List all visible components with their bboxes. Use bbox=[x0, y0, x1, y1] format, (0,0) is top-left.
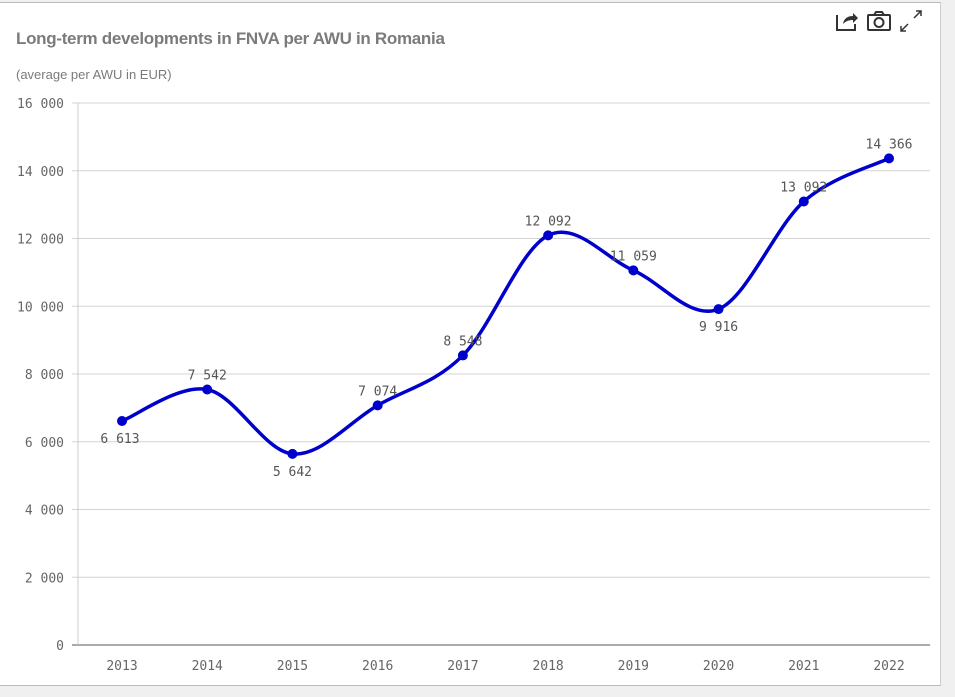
data-point bbox=[117, 415, 127, 426]
y-tick-label: 4 000 bbox=[25, 504, 64, 519]
x-tick-label: 2019 bbox=[618, 659, 649, 674]
chart-subtitle: (average per AWU in EUR) bbox=[16, 67, 172, 82]
y-tick-label: 0 bbox=[56, 639, 64, 654]
x-tick-label: 2022 bbox=[873, 659, 904, 674]
data-label: 14 366 bbox=[866, 137, 913, 152]
data-point bbox=[798, 196, 809, 207]
x-tick-label: 2021 bbox=[788, 659, 819, 674]
x-tick-label: 2017 bbox=[447, 659, 478, 674]
data-point bbox=[543, 230, 554, 241]
data-label: 12 092 bbox=[525, 214, 572, 229]
x-tick-label: 2013 bbox=[106, 659, 137, 674]
data-point bbox=[202, 384, 213, 395]
y-tick-label: 16 000 bbox=[17, 97, 64, 112]
y-tick-label: 10 000 bbox=[17, 300, 64, 315]
data-point bbox=[457, 350, 468, 361]
y-tick-label: 2 000 bbox=[25, 571, 64, 586]
data-label: 5 642 bbox=[273, 465, 312, 480]
data-label: 9 916 bbox=[699, 320, 738, 335]
y-tick-label: 8 000 bbox=[25, 368, 64, 383]
data-label: 13 092 bbox=[780, 181, 827, 196]
expand-icon[interactable] bbox=[898, 9, 924, 33]
data-label: 11 059 bbox=[610, 249, 657, 264]
share-icon[interactable] bbox=[834, 9, 860, 33]
data-label: 6 613 bbox=[100, 432, 139, 447]
y-tick-label: 6 000 bbox=[25, 436, 64, 451]
data-point bbox=[628, 265, 639, 276]
data-point bbox=[884, 153, 894, 164]
data-point bbox=[372, 400, 383, 411]
data-label: 7 074 bbox=[358, 384, 397, 399]
x-tick-label: 2014 bbox=[192, 659, 223, 674]
x-tick-label: 2016 bbox=[362, 659, 393, 674]
y-tick-label: 14 000 bbox=[17, 165, 64, 180]
x-tick-label: 2018 bbox=[532, 659, 563, 674]
x-tick-label: 2020 bbox=[703, 659, 734, 674]
data-label: 7 542 bbox=[188, 369, 227, 384]
series-line bbox=[121, 156, 890, 456]
camera-icon[interactable] bbox=[866, 9, 892, 33]
chart-toolbar bbox=[834, 9, 924, 33]
x-tick-label: 2015 bbox=[277, 659, 308, 674]
y-tick-label: 12 000 bbox=[17, 233, 64, 248]
data-point bbox=[713, 304, 724, 315]
chart-title: Long-term developments in FNVA per AWU i… bbox=[16, 29, 445, 48]
data-point bbox=[287, 448, 298, 459]
data-label: 8 548 bbox=[443, 334, 482, 349]
